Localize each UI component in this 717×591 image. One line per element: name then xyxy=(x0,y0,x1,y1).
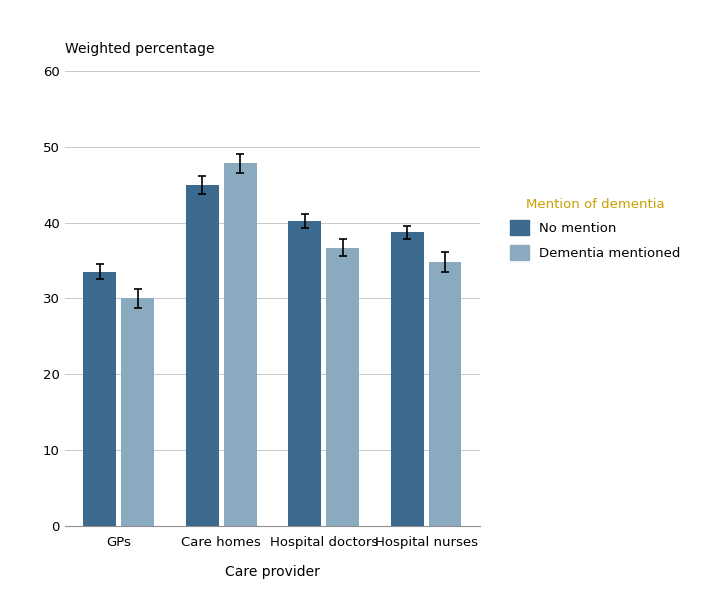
Bar xyxy=(224,164,257,526)
Bar xyxy=(186,184,219,526)
Bar xyxy=(121,298,154,526)
Text: Weighted percentage: Weighted percentage xyxy=(65,42,214,56)
Bar xyxy=(83,272,116,526)
Bar xyxy=(288,221,321,526)
Bar xyxy=(391,232,424,526)
Legend: No mention, Dementia mentioned: No mention, Dementia mentioned xyxy=(503,191,687,267)
X-axis label: Care provider: Care provider xyxy=(225,566,320,579)
Bar xyxy=(429,262,462,526)
Bar xyxy=(326,248,359,526)
